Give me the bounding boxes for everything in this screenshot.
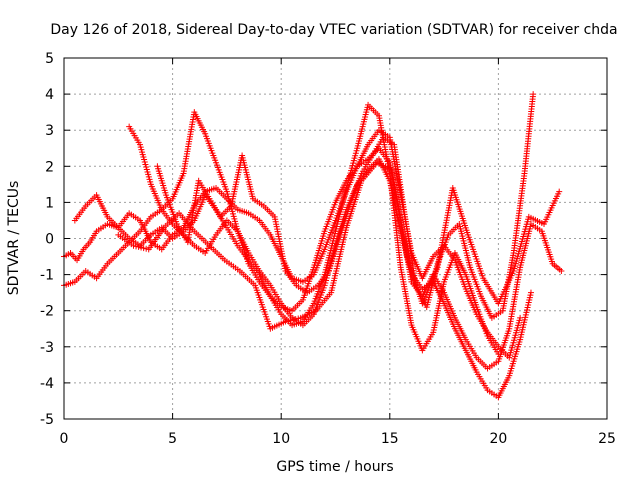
y-tick-label: -1 <box>40 268 54 284</box>
data-series-track-4 <box>126 101 502 358</box>
data-point-marker <box>143 245 150 252</box>
data-point-marker <box>517 314 524 321</box>
data-series-track-6 <box>115 159 563 332</box>
y-tick-label: -3 <box>40 340 54 356</box>
x-tick-label: 20 <box>489 431 507 447</box>
y-tick-label: -4 <box>40 376 54 392</box>
y-tick-label: 1 <box>45 195 54 211</box>
y-tick-label: 5 <box>45 51 54 67</box>
data-point-marker <box>495 351 502 358</box>
x-tick-label: 0 <box>60 431 69 447</box>
y-tick-label: -5 <box>40 412 54 428</box>
data-point-marker <box>133 243 140 250</box>
data-points <box>61 91 565 401</box>
data-point-marker <box>287 317 294 324</box>
x-tick-label: 25 <box>598 431 616 447</box>
data-point-marker <box>130 242 137 249</box>
data-point-marker <box>282 318 289 325</box>
x-axis-tick-labels: 0 5 10 15 20 25 <box>60 431 616 447</box>
x-axis-label: GPS time / hours <box>276 459 393 475</box>
y-tick-label: 3 <box>45 123 54 139</box>
x-tick-label: 5 <box>168 431 177 447</box>
data-point-marker <box>295 315 302 322</box>
y-tick-label: 4 <box>45 87 54 103</box>
data-point-marker <box>530 91 537 98</box>
data-point-marker <box>285 317 292 324</box>
y-tick-label: -2 <box>40 304 54 320</box>
y-axis-tick-labels: -5 -4 -3 -2 -1 0 1 2 3 4 5 <box>40 51 54 428</box>
data-point-marker <box>140 245 147 252</box>
axis-ticks <box>63 57 608 420</box>
data-point-marker <box>558 267 565 274</box>
x-tick-label: 15 <box>381 431 399 447</box>
y-axis-label: SDTVAR / TECUs <box>6 181 22 296</box>
x-tick-label: 10 <box>272 431 290 447</box>
chart-title: Day 126 of 2018, Sidereal Day-to-day VTE… <box>50 22 617 38</box>
y-tick-label: 0 <box>45 232 54 248</box>
data-point-marker <box>292 316 299 323</box>
data-point-marker <box>527 289 534 296</box>
y-tick-label: 2 <box>45 159 54 175</box>
data-point-marker <box>135 243 142 250</box>
data-point-marker <box>556 188 563 195</box>
data-point-marker <box>290 316 297 323</box>
data-point-marker <box>138 244 145 251</box>
